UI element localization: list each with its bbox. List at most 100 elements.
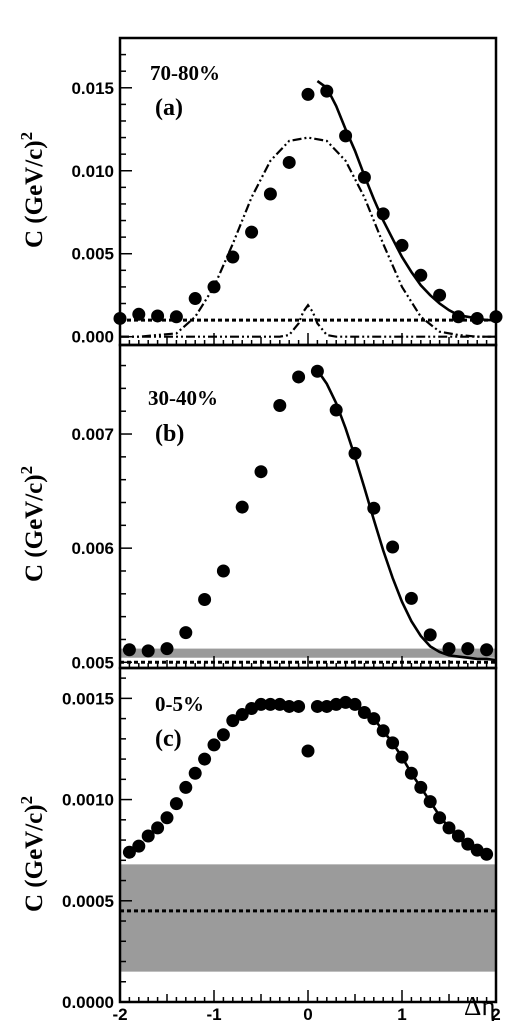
panel-c-data-point [235, 708, 249, 722]
panel-b-data-point [386, 540, 400, 554]
panel-c-data-point [188, 766, 202, 780]
panel-b-letter-label: (b) [155, 421, 184, 447]
panel-c-data-point [292, 699, 306, 713]
panel-b-data-point [216, 564, 230, 578]
panel-a-data-point [470, 311, 484, 325]
panel-a-data-point [226, 250, 240, 264]
x-tick-label: 2 [491, 1005, 500, 1024]
panel-c-y-tick-label: 0.0000 [62, 993, 114, 1012]
panel-c-data-point [122, 845, 136, 859]
panel-b-data-point [367, 501, 381, 515]
panel-a-fit-curve [316, 80, 496, 322]
panel-c-data-point [301, 744, 315, 758]
panel-b-data-point [310, 364, 324, 378]
panel-a-data-point [151, 309, 165, 323]
panel-a-70-80: 0.000 0.005 0.010 0.015 70-80% (a) C (GeV/c… [17, 36, 503, 347]
panel-a-data-point [282, 155, 296, 169]
panel-c-centrality-label: 0-5% [155, 692, 204, 716]
panel-c-data-point [132, 839, 146, 853]
panel-c-y-tick-label: 0.0005 [62, 892, 114, 911]
panel-b-data-point [442, 642, 456, 656]
x-tick-label: 0 [303, 1005, 312, 1024]
panel-b-30-40: 0.005 0.006 0.007 30-40% (b) C (GeV/c)2 [17, 343, 498, 672]
panel-c-y-tick-label: 0.0010 [62, 791, 114, 810]
panel-b-data-point [423, 628, 437, 642]
panel-b-ylabel-sup: 2 [17, 466, 36, 475]
panel-a-data-point [414, 268, 428, 282]
panel-b-data-point [160, 642, 174, 656]
x-axis-label: Δη [464, 991, 495, 1021]
panel-b-data-point [179, 626, 193, 640]
panel-a-data-point [451, 310, 465, 324]
panel-c-data-point [451, 829, 465, 843]
panel-b-points [122, 364, 494, 658]
panel-c-data-point [414, 780, 428, 794]
panel-c-data-point [263, 697, 277, 711]
panel-c-ylabel: C (GeV/c)2 [17, 796, 48, 912]
panel-c-points [122, 695, 494, 861]
panel-c-y-tick-label: 0.0015 [62, 689, 114, 708]
panel-b-data-point [273, 398, 287, 412]
panel-a-narrow-peak-curve [120, 303, 496, 338]
panel-a-data-point [132, 307, 146, 321]
panel-b-y-tick-label: 0.005 [71, 653, 114, 672]
panel-a-data-point [169, 310, 183, 324]
panel-c-data-point [282, 699, 296, 713]
panel-c-data-point [207, 738, 221, 752]
panel-c-data-point [433, 811, 447, 825]
panel-a-y-tick-label: 0.015 [71, 79, 114, 98]
panel-c-data-point [179, 780, 193, 794]
panel-c-data-point [367, 712, 381, 726]
panel-a-ylabel-sup: 2 [17, 132, 36, 141]
panel-c-data-point [141, 829, 155, 843]
panel-c-data-point [226, 714, 240, 728]
panel-c-data-point [198, 752, 212, 766]
panel-c-data-point [254, 697, 268, 711]
panel-c-data-point [395, 750, 409, 764]
panel-a-data-point [207, 280, 221, 294]
x-tick-label: -2 [112, 1005, 127, 1024]
panel-b-systematic-band [120, 648, 496, 658]
panel-c-data-point [160, 811, 174, 825]
panel-a-data-point [301, 87, 315, 101]
panel-b-data-point [404, 591, 418, 605]
panel-b-ylabel-text: C (GeV/c) [21, 474, 48, 582]
panel-c-band [120, 864, 496, 972]
panel-a-data-point [320, 84, 334, 98]
panel-b-curves [120, 369, 497, 664]
panel-a-data-point [376, 207, 390, 221]
panel-b-data-point [122, 643, 136, 657]
panel-b-axes: 0.005 0.006 0.007 [71, 343, 498, 672]
panel-a-data-point [263, 187, 277, 201]
panel-a-y-tick-label: 0.005 [71, 245, 114, 264]
panel-b-data-point [141, 644, 155, 658]
panel-c-axes: 0.0000 0.0005 0.0010 0.0015 -2 -1 0 1 2 [62, 666, 501, 1024]
panel-c-data-point [169, 797, 183, 811]
panel-c-data-point [357, 706, 371, 720]
panel-c-data-point [423, 795, 437, 809]
panel-c-ylabel-text: C (GeV/c) [21, 804, 48, 912]
panel-b-data-point [480, 643, 494, 657]
panel-a-data-point [357, 170, 371, 184]
panel-a-y-tick-label: 0.000 [71, 328, 114, 347]
panel-a-points [113, 84, 503, 325]
panel-a-y-tick-label: 0.010 [71, 162, 114, 181]
panel-b-data-point [254, 465, 268, 479]
panel-b-data-point [461, 642, 475, 656]
panel-b-data-point [329, 403, 343, 417]
panel-b-fit-curve [316, 369, 497, 662]
panel-c-systematic-band [120, 864, 496, 972]
panel-a-centrality-label: 70-80% [150, 61, 220, 85]
panel-c-data-point [404, 766, 418, 780]
panel-a-ylabel: C (GeV/c)2 [17, 132, 48, 248]
panel-a-data-point [395, 238, 409, 252]
x-tick-label: 1 [397, 1005, 406, 1024]
panel-c-data-point [310, 699, 324, 713]
panel-a-data-point [188, 292, 202, 306]
panel-c-data-point [442, 821, 456, 835]
panel-b-data-point [348, 446, 362, 460]
panel-c-data-point [480, 847, 494, 861]
panel-b-centrality-label: 30-40% [148, 386, 218, 410]
panel-b-y-tick-label: 0.006 [71, 539, 114, 558]
panel-c-data-point [216, 728, 230, 742]
